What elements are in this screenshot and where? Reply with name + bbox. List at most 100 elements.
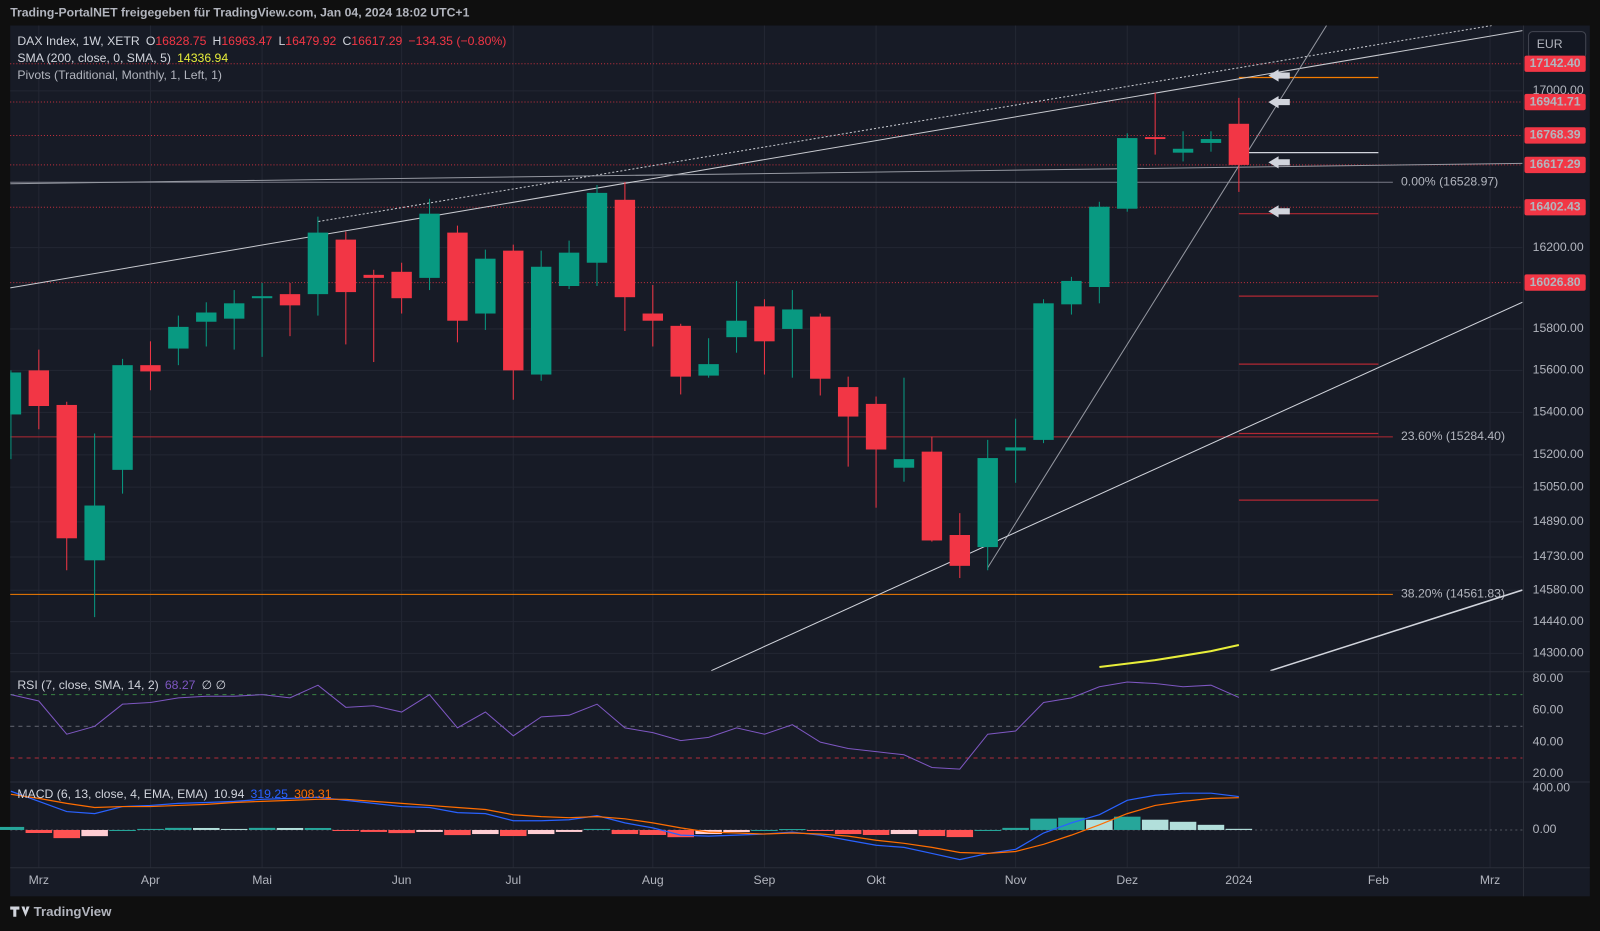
price-label: 16026.80 [1530,275,1581,289]
y-tick-label: 14440.00 [1533,614,1584,628]
macd-bar [276,827,304,830]
candle-body [893,459,915,468]
macd-bar [639,829,667,835]
brand: TradingView [10,904,112,919]
brand-name: TradingView [34,904,112,919]
macd-bar [583,828,611,830]
candle-body [754,306,775,342]
candle-body [10,372,22,415]
candle-body [782,309,803,329]
candle-body [1144,137,1166,140]
arrow-icon [1268,205,1290,218]
y-tick-label: 15600.00 [1533,363,1584,377]
candle-body [865,403,887,450]
trendline [10,30,1523,289]
candle-body [279,294,301,306]
trendline [1270,589,1523,671]
legend-value: RSI (7, close, SMA, 14, 2) [17,678,158,692]
macd-bar [304,827,332,830]
macd-bar [1113,816,1141,830]
candle-body [363,274,384,278]
candle-body [530,266,552,375]
candle-body [503,250,524,371]
legend-value: 319.25 [251,787,289,801]
candle-body [391,271,412,299]
candle-body [921,451,943,541]
candle-body [335,239,357,293]
macd-bar [1030,818,1057,830]
candle-body [670,325,691,377]
chart-background [10,25,1590,897]
macd-bar [751,829,778,831]
candle-body [698,364,719,376]
y-tick-label: 14300.00 [1533,646,1584,660]
legend-value: 16617.29 [351,34,402,48]
x-tick-label: Okt [867,873,887,887]
arrow-icon [1268,69,1290,82]
rsi-tick-label: 80.00 [1533,671,1564,685]
macd-bar [109,829,136,831]
candle-body [614,199,636,298]
macd-bar [416,829,443,832]
trendlines [10,25,1523,671]
legend-value: 16963.47 [221,34,272,48]
currency[interactable]: EUR [1537,37,1563,51]
macd-bar [1225,828,1253,830]
price-label-box [1524,199,1586,216]
macd-bar [360,829,387,832]
macd-bar [165,827,192,830]
macd-bar [25,829,53,833]
legend-value: SMA (200, close, 0, SMA, 5) [17,51,171,65]
candle-body [447,232,468,321]
legend-value: H [213,34,222,48]
macd-bar [890,829,918,835]
candle-body [949,534,970,566]
candle-body [28,370,50,407]
x-tick-label: Aug [642,873,664,887]
legend-value: 16479.92 [285,34,336,48]
pivots-legend: Pivots (Traditional, Monthly, 1, Left, 1… [17,68,222,82]
macd-bar [332,829,360,832]
x-tick-label: Mai [252,873,272,887]
macd-bar [81,829,108,837]
macd-bar [500,829,527,837]
macd-bar [779,829,806,831]
trendline [987,25,1327,568]
macd-bar [0,826,25,830]
y-tick-label: 15400.00 [1533,405,1584,419]
candle-body [84,505,105,561]
pivot-arrows [1268,69,1290,218]
y-tick-label: 15050.00 [1533,479,1584,493]
macd-bar [1002,827,1029,830]
candle-body [837,387,859,417]
candle-body [1033,303,1054,440]
candle-body [1005,447,1026,451]
y-tick-label: 15200.00 [1533,447,1584,461]
macd-bar [1169,821,1197,830]
x-tick-label: Jun [392,873,412,887]
candle-body [1089,206,1110,288]
fib-label: 38.20% (14561.83) [1401,587,1505,601]
rsi-tick-label: 60.00 [1533,703,1564,717]
macd-bar [667,829,694,838]
symbol-legend: DAX Index, 1W, XETR O16828.75 H16963.47 L16… [17,34,506,48]
macd-bar [611,829,639,835]
candle-body [112,365,133,470]
macd-bar [472,829,499,835]
macd-bar [974,829,1001,831]
x-tick-label: Apr [141,873,160,887]
price-label: 16768.39 [1530,128,1581,142]
y-tick-label: 17000.00 [1533,83,1584,97]
price-label-box [1524,127,1586,144]
candle-body [558,252,580,286]
x-tick-label: Nov [1005,873,1028,887]
candle-body [140,365,161,372]
macd-bar [137,828,164,830]
legend-value: 14336.94 [177,51,228,65]
y-tick-label: 14730.00 [1533,549,1584,563]
arrow-icon [1268,156,1290,169]
price-label: 16941.71 [1530,94,1581,108]
x-tick-label: Sep [754,873,776,887]
x-tick-label: Feb [1368,873,1389,887]
macd-bar [220,828,248,830]
